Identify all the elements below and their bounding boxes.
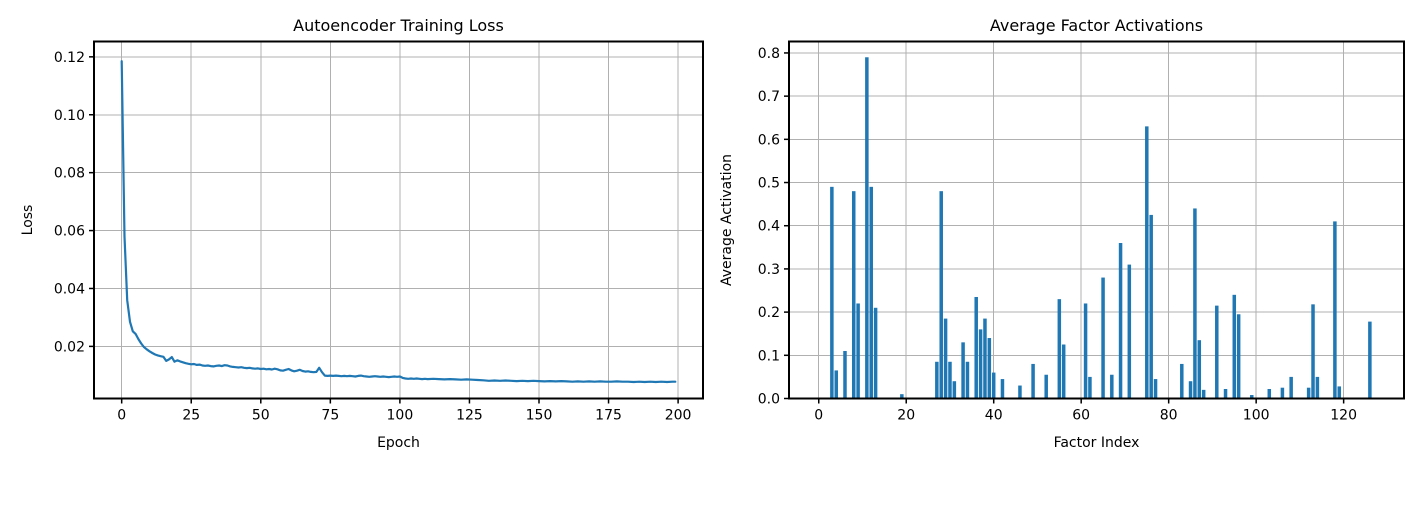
y-tick-label: 0.4 [758,219,780,235]
activation-bar [987,338,992,399]
activation-bar [900,394,904,399]
right-chart-title: Average Factor Activations [990,16,1203,35]
y-tick-label: 0.2 [758,305,780,321]
x-tick-label: 100 [1243,408,1270,424]
activation-bar [1145,126,1149,399]
x-tick-label: 50 [252,408,270,424]
activation-bar [1197,340,1202,399]
y-tick-label: 0.5 [758,176,780,192]
left-chart-xaxis-label: Epoch [377,435,420,451]
x-tick-label: 40 [985,408,1003,424]
y-tick-label: 0.0 [758,392,780,408]
activation-bar [843,350,847,399]
x-tick-label: 75 [321,408,339,424]
x-tick-label: 0 [117,408,126,424]
activation-bar [1188,381,1193,399]
activation-bar [1000,379,1005,399]
x-tick-label: 125 [456,408,483,424]
activation-bar [865,57,869,399]
y-tick-label: 0.04 [54,281,85,297]
activation-bar [830,186,834,399]
activation-bar [1083,303,1088,399]
activation-bar [939,191,943,399]
activation-bar [935,361,939,399]
activation-bar [1127,264,1132,399]
activation-bar [1337,386,1342,399]
x-tick-label: 60 [1072,408,1090,424]
activation-bar [1223,389,1228,399]
activation-bar [961,342,965,399]
activation-bar [948,361,952,399]
activation-bar [1110,374,1114,399]
activation-bar [983,318,987,399]
activation-bar [1368,321,1372,399]
activation-bar [1315,376,1320,399]
axes-spines [93,40,704,400]
activation-bar [1215,305,1219,399]
y-tick-label: 0.1 [758,348,780,364]
activation-bar [1018,385,1022,399]
activation-bar [991,372,996,399]
activation-bar [1044,374,1048,399]
activation-bar [1118,243,1123,399]
x-tick-label: 120 [1330,408,1357,424]
activation-bar [1031,363,1035,399]
activation-bar [856,303,860,399]
activation-bar [873,307,878,399]
activation-bar [943,318,948,399]
x-tick-label: 25 [182,408,200,424]
activation-bar [1193,208,1197,399]
y-tick-label: 0.06 [54,224,85,240]
activation-bar [978,329,983,399]
activation-bar [1250,395,1254,399]
activation-bar [1311,304,1315,399]
activation-bar [869,186,873,399]
activation-bar [1236,314,1241,399]
x-tick-label: 80 [1160,408,1178,424]
axes-spines [788,40,1405,400]
x-tick-label: 20 [897,408,915,424]
activation-bar [834,370,838,399]
activation-bar [1061,344,1066,399]
loss-line-series [120,60,677,384]
x-tick-label: 200 [665,408,692,424]
y-tick-label: 0.08 [54,166,85,182]
y-tick-label: 0.7 [758,89,780,105]
activation-bar [1057,299,1062,399]
activation-bar [1153,379,1158,399]
x-tick-label: 150 [526,408,553,424]
left-chart-yaxis-label: Loss [20,205,36,236]
activation-bar [1333,221,1337,399]
activation-bar [1289,376,1293,399]
activation-bar [1101,277,1105,399]
x-tick-label: 0 [814,408,823,424]
left-chart-title: Autoencoder Training Loss [293,16,504,35]
activation-bar [952,381,957,399]
activation-bar [1149,214,1153,399]
activation-bar [1201,389,1206,399]
x-tick-label: 175 [595,408,622,424]
activation-bar [1232,294,1237,399]
activation-bar [1267,389,1272,399]
right-chart-xaxis-label: Factor Index [1054,435,1140,451]
y-tick-label: 0.02 [54,339,85,355]
activation-bar [1306,387,1311,399]
x-tick-label: 100 [387,408,414,424]
training-loss-plot-area: 0 25 50 75 100 125 150 175 200 0.02 0.04 0.06 0.08 0.… [54,40,704,424]
activation-bar [965,361,970,399]
right-chart-yaxis-label: Average Activation [719,154,735,286]
activation-bar [1180,363,1184,399]
y-tick-label: 0.6 [758,132,780,148]
activation-bar [1088,376,1092,399]
y-tick-label: 0.3 [758,262,780,278]
y-tick-label: 0.8 [758,46,780,62]
y-tick-label: 0.12 [54,50,85,66]
activation-bar [851,191,856,399]
y-tick-label: 0.10 [54,108,85,124]
factor-activations-plot-area: 0 20 40 60 80 100 120 0.0 0.1 0.2 0.3 0.4 0.5 0.6 0.7 0… [758,40,1405,424]
activation-bar [1280,387,1285,399]
activation-bar [974,296,978,399]
